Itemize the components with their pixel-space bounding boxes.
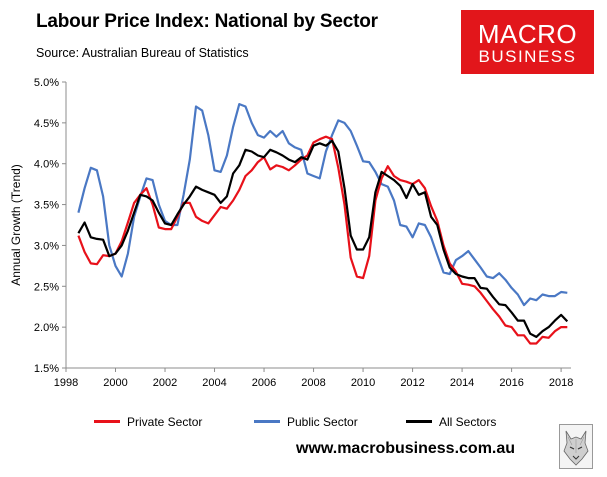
legend-public-sector: Public Sector <box>254 414 358 430</box>
legend-all-sectors: All Sectors <box>406 414 496 430</box>
legend-private-sector: Private Sector <box>94 414 202 430</box>
x-tick-label: 2006 <box>252 377 276 389</box>
legend-label-private: Private Sector <box>127 415 203 429</box>
logo-line-1: MACRO <box>477 19 578 49</box>
y-tick-label: 2.0% <box>34 322 59 334</box>
legend-swatch-all <box>406 420 432 424</box>
series-line-all-sectors <box>77 139 569 338</box>
x-tick-label: 2014 <box>450 377 474 389</box>
x-tick-label: 2018 <box>549 377 573 389</box>
chart-source: Source: Australian Bureau of Statistics <box>36 46 249 60</box>
y-tick-label: 5.0% <box>34 77 59 89</box>
y-tick-label: 4.5% <box>34 118 59 130</box>
y-axis-label: Annual Growth (Trend) <box>9 164 23 286</box>
legend-label-public: Public Sector <box>287 415 358 429</box>
x-tick-label: 2004 <box>202 377 226 389</box>
legend-swatch-private <box>94 420 120 424</box>
x-tick-label: 1998 <box>54 377 78 389</box>
y-tick-label: 1.5% <box>34 363 59 375</box>
y-tick-label: 3.5% <box>34 200 59 212</box>
x-tick-label: 2002 <box>153 377 177 389</box>
chart-title: Labour Price Index: National by Sector <box>36 11 378 32</box>
x-tick-label: 2008 <box>301 377 325 389</box>
wolf-icon <box>559 424 593 469</box>
macrobusiness-logo: MACRO BUSINESS <box>461 10 594 74</box>
website-url: www.macrobusiness.com.au <box>296 440 516 457</box>
y-tick-label: 3.0% <box>34 240 59 252</box>
x-tick-label: 2010 <box>351 377 375 389</box>
y-tick-label: 2.5% <box>34 281 59 293</box>
series-line-public-sector <box>77 103 568 307</box>
logo-line-2: BUSINESS <box>478 47 577 66</box>
legend-swatch-public <box>254 420 280 424</box>
x-tick-label: 2012 <box>400 377 424 389</box>
x-tick-label: 2016 <box>499 377 523 389</box>
series-line-private-sector <box>77 135 568 345</box>
line-chart: 1.5% 2.0% 2.5% 3.0% 3.5% 4.0% 4.5% 5.0% 1998 2000… <box>9 77 573 389</box>
y-tick-label: 4.0% <box>34 159 59 171</box>
x-tick-label: 2000 <box>103 377 127 389</box>
legend-label-all: All Sectors <box>439 415 497 429</box>
